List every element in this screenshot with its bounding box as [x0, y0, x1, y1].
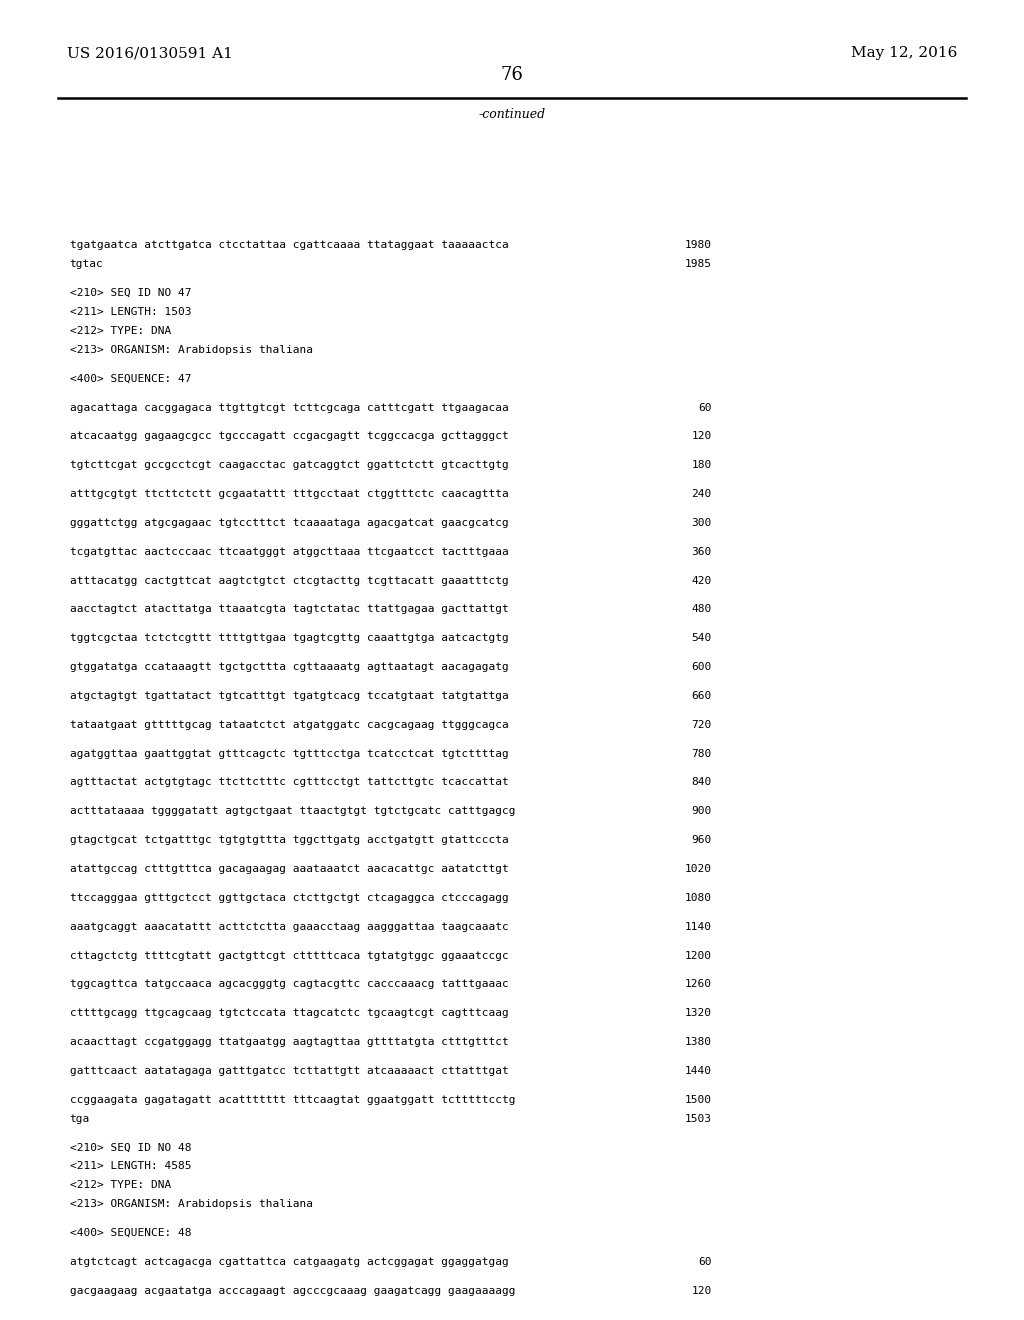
Text: gtagctgcat tctgatttgc tgtgtgttta tggcttgatg acctgatgtt gtattcccta: gtagctgcat tctgatttgc tgtgtgttta tggcttg…	[70, 836, 508, 845]
Text: 1500: 1500	[685, 1094, 712, 1105]
Text: tcgatgttac aactcccaac ttcaatgggt atggcttaaa ttcgaatcct tactttgaaa: tcgatgttac aactcccaac ttcaatgggt atggctt…	[70, 546, 508, 557]
Text: 360: 360	[691, 546, 712, 557]
Text: ccggaagata gagatagatt acattttttt tttcaagtat ggaatggatt tctttttcctg: ccggaagata gagatagatt acattttttt tttcaag…	[70, 1094, 515, 1105]
Text: gacgaagaag acgaatatga acccagaagt agcccgcaaag gaagatcagg gaagaaaagg: gacgaagaag acgaatatga acccagaagt agcccgc…	[70, 1286, 515, 1296]
Text: atttacatgg cactgttcat aagtctgtct ctcgtacttg tcgttacatt gaaatttctg: atttacatgg cactgttcat aagtctgtct ctcgtac…	[70, 576, 508, 586]
Text: <211> LENGTH: 4585: <211> LENGTH: 4585	[70, 1162, 191, 1171]
Text: <212> TYPE: DNA: <212> TYPE: DNA	[70, 326, 171, 335]
Text: <213> ORGANISM: Arabidopsis thaliana: <213> ORGANISM: Arabidopsis thaliana	[70, 345, 312, 355]
Text: <211> LENGTH: 1503: <211> LENGTH: 1503	[70, 308, 191, 317]
Text: tgtac: tgtac	[70, 259, 103, 269]
Text: 540: 540	[691, 634, 712, 643]
Text: 1503: 1503	[685, 1114, 712, 1123]
Text: -continued: -continued	[478, 108, 546, 121]
Text: 1380: 1380	[685, 1038, 712, 1047]
Text: 420: 420	[691, 576, 712, 586]
Text: 840: 840	[691, 777, 712, 788]
Text: cttttgcagg ttgcagcaag tgtctccata ttagcatctc tgcaagtcgt cagtttcaag: cttttgcagg ttgcagcaag tgtctccata ttagcat…	[70, 1008, 508, 1018]
Text: 600: 600	[691, 663, 712, 672]
Text: 60: 60	[698, 1257, 712, 1267]
Text: 720: 720	[691, 719, 712, 730]
Text: atcacaatgg gagaagcgcc tgcccagatt ccgacgagtt tcggccacga gcttagggct: atcacaatgg gagaagcgcc tgcccagatt ccgacga…	[70, 432, 508, 441]
Text: 180: 180	[691, 461, 712, 470]
Text: 1980: 1980	[685, 240, 712, 251]
Text: atattgccag ctttgtttca gacagaagag aaataaatct aacacattgc aatatcttgt: atattgccag ctttgtttca gacagaagag aaataaa…	[70, 865, 508, 874]
Text: <213> ORGANISM: Arabidopsis thaliana: <213> ORGANISM: Arabidopsis thaliana	[70, 1200, 312, 1209]
Text: <210> SEQ ID NO 48: <210> SEQ ID NO 48	[70, 1143, 191, 1152]
Text: 300: 300	[691, 517, 712, 528]
Text: 480: 480	[691, 605, 712, 614]
Text: <210> SEQ ID NO 47: <210> SEQ ID NO 47	[70, 288, 191, 298]
Text: 960: 960	[691, 836, 712, 845]
Text: tga: tga	[70, 1114, 90, 1123]
Text: 120: 120	[691, 432, 712, 441]
Text: agatggttaa gaattggtat gtttcagctc tgtttcctga tcatcctcat tgtcttttag: agatggttaa gaattggtat gtttcagctc tgtttcc…	[70, 748, 508, 759]
Text: agtttactat actgtgtagc ttcttctttc cgtttcctgt tattcttgtc tcaccattat: agtttactat actgtgtagc ttcttctttc cgtttcc…	[70, 777, 508, 788]
Text: tgtcttcgat gccgcctcgt caagacctac gatcaggtct ggattctctt gtcacttgtg: tgtcttcgat gccgcctcgt caagacctac gatcagg…	[70, 461, 508, 470]
Text: 1200: 1200	[685, 950, 712, 961]
Text: 240: 240	[691, 488, 712, 499]
Text: acaacttagt ccgatggagg ttatgaatgg aagtagttaa gttttatgta ctttgtttct: acaacttagt ccgatggagg ttatgaatgg aagtagt…	[70, 1038, 508, 1047]
Text: atgctagtgt tgattatact tgtcatttgt tgatgtcacg tccatgtaat tatgtattga: atgctagtgt tgattatact tgtcatttgt tgatgtc…	[70, 690, 508, 701]
Text: May 12, 2016: May 12, 2016	[851, 46, 957, 61]
Text: 780: 780	[691, 748, 712, 759]
Text: 900: 900	[691, 807, 712, 816]
Text: 1260: 1260	[685, 979, 712, 990]
Text: 60: 60	[698, 403, 712, 413]
Text: <400> SEQUENCE: 48: <400> SEQUENCE: 48	[70, 1228, 191, 1238]
Text: cttagctctg ttttcgtatt gactgttcgt ctttttcaca tgtatgtggc ggaaatccgc: cttagctctg ttttcgtatt gactgttcgt ctttttc…	[70, 950, 508, 961]
Text: tggtcgctaa tctctcgttt ttttgttgaa tgagtcgttg caaattgtga aatcactgtg: tggtcgctaa tctctcgttt ttttgttgaa tgagtcg…	[70, 634, 508, 643]
Text: ttccagggaa gtttgctcct ggttgctaca ctcttgctgt ctcagaggca ctcccagagg: ttccagggaa gtttgctcct ggttgctaca ctcttgc…	[70, 892, 508, 903]
Text: 1020: 1020	[685, 865, 712, 874]
Text: 1985: 1985	[685, 259, 712, 269]
Text: <212> TYPE: DNA: <212> TYPE: DNA	[70, 1180, 171, 1191]
Text: <400> SEQUENCE: 47: <400> SEQUENCE: 47	[70, 374, 191, 384]
Text: actttataaaa tggggatatt agtgctgaat ttaactgtgt tgtctgcatc catttgagcg: actttataaaa tggggatatt agtgctgaat ttaact…	[70, 807, 515, 816]
Text: gatttcaact aatatagaga gatttgatcc tcttattgtt atcaaaaact cttatttgat: gatttcaact aatatagaga gatttgatcc tcttatt…	[70, 1065, 508, 1076]
Text: atgtctcagt actcagacga cgattattca catgaagatg actcggagat ggaggatgag: atgtctcagt actcagacga cgattattca catgaag…	[70, 1257, 508, 1267]
Text: tataatgaat gtttttgcag tataatctct atgatggatc cacgcagaag ttgggcagca: tataatgaat gtttttgcag tataatctct atgatgg…	[70, 719, 508, 730]
Text: atttgcgtgt ttcttctctt gcgaatattt tttgcctaat ctggtttctc caacagttta: atttgcgtgt ttcttctctt gcgaatattt tttgcct…	[70, 488, 508, 499]
Text: aaatgcaggt aaacatattt acttctctta gaaacctaag aagggattaa taagcaaatc: aaatgcaggt aaacatattt acttctctta gaaacct…	[70, 921, 508, 932]
Text: 1140: 1140	[685, 921, 712, 932]
Text: tgatgaatca atcttgatca ctcctattaa cgattcaaaa ttataggaat taaaaactca: tgatgaatca atcttgatca ctcctattaa cgattca…	[70, 240, 508, 251]
Text: agacattaga cacggagaca ttgttgtcgt tcttcgcaga catttcgatt ttgaagacaa: agacattaga cacggagaca ttgttgtcgt tcttcgc…	[70, 403, 508, 413]
Text: 660: 660	[691, 690, 712, 701]
Text: tggcagttca tatgccaaca agcacgggtg cagtacgttc cacccaaacg tatttgaaac: tggcagttca tatgccaaca agcacgggtg cagtacg…	[70, 979, 508, 990]
Text: 1320: 1320	[685, 1008, 712, 1018]
Text: 1440: 1440	[685, 1065, 712, 1076]
Text: 76: 76	[501, 66, 523, 84]
Text: gtggatatga ccataaagtt tgctgcttta cgttaaaatg agttaatagt aacagagatg: gtggatatga ccataaagtt tgctgcttta cgttaaa…	[70, 663, 508, 672]
Text: 120: 120	[691, 1286, 712, 1296]
Text: 1080: 1080	[685, 892, 712, 903]
Text: aacctagtct atacttatga ttaaatcgta tagtctatac ttattgagaa gacttattgt: aacctagtct atacttatga ttaaatcgta tagtcta…	[70, 605, 508, 614]
Text: US 2016/0130591 A1: US 2016/0130591 A1	[67, 46, 232, 61]
Text: gggattctgg atgcgagaac tgtcctttct tcaaaataga agacgatcat gaacgcatcg: gggattctgg atgcgagaac tgtcctttct tcaaaat…	[70, 517, 508, 528]
